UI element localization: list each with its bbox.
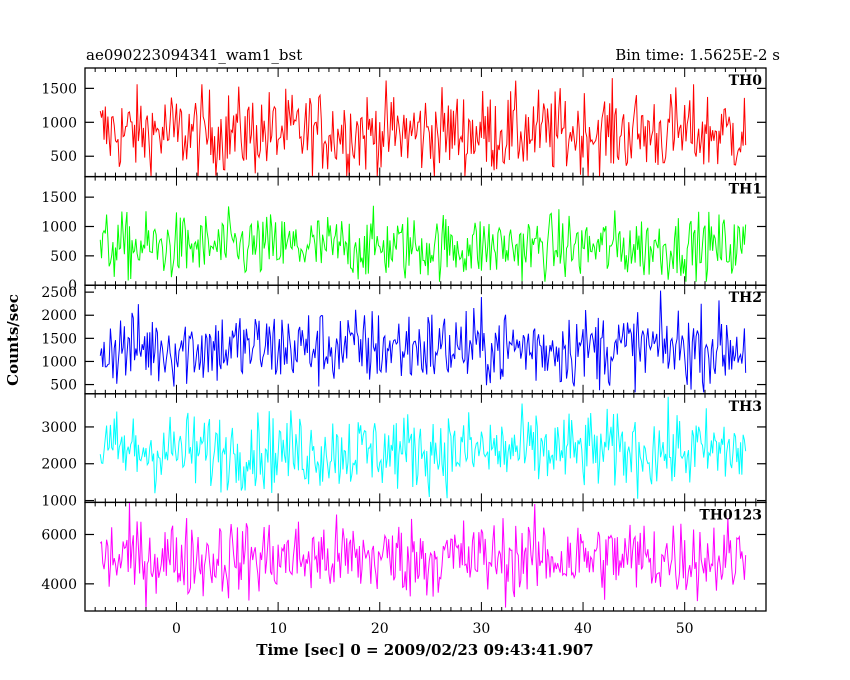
y-axis-label: Counts/sec [4,294,22,386]
panel-th3: 1000 2000 3000 TH3 [41,393,767,510]
x-tick-label: 40 [574,621,592,637]
panel-th0123: 4000 6000 TH0123 [41,501,767,612]
y-tick-label: 1000 [41,115,77,131]
y-tick-label: 1000 [41,354,77,370]
panel-frame [84,67,767,178]
chart-title: ae090223094341_wam1_bst [86,46,302,64]
panel-label: TH2 [729,290,762,306]
panel-th0: 500 1000 1500 TH0 [41,67,767,178]
series-th0123-line [99,502,747,610]
panel-label: TH3 [729,399,762,415]
y-tick-label: 500 [50,249,77,265]
x-tick-label: 10 [269,621,287,637]
panel-frame [84,175,767,286]
y-tick-label: 500 [50,378,77,394]
y-tick-label: 1500 [41,190,77,206]
x-tick-label: 50 [676,621,694,637]
x-tick-label: 0 [172,621,181,637]
x-axis: 0 10 20 30 40 50 [84,68,767,637]
bin-time-label: Bin time: 1.5625E-2 s [615,46,780,64]
panel-label: TH1 [729,182,762,198]
panel-label: TH0123 [699,507,762,523]
series-th1-line [99,205,747,282]
series-th3-line [99,396,747,499]
y-tick-label: 1500 [41,81,77,97]
panel-label: TH0 [729,73,763,89]
y-tick-label: 500 [50,149,77,165]
y-tick-label: 6000 [41,527,77,543]
x-axis-label: Time [sec] 0 = 2009/02/23 09:43:41.907 [256,641,593,659]
panel-th2: 500 1000 1500 2000 2500 TH2 [41,284,767,395]
y-tick-label: 2000 [41,457,77,473]
panel-frame [84,501,767,612]
y-tick-label: 1000 [41,219,77,235]
x-tick-label: 20 [371,621,389,637]
y-tick-label: 4000 [41,577,77,593]
y-tick-label: 3000 [41,420,77,436]
panels: 500 1000 1500 TH0 0 500 1000 1500 TH1 500 1000 1500… [41,67,767,612]
panel-th1: 0 500 1000 1500 TH1 [41,175,767,294]
y-tick-label: 0 [68,278,77,294]
series-th2-line [99,290,747,393]
y-tick-label: 1000 [41,494,77,510]
y-tick-label: 2500 [41,285,77,301]
y-tick-label: 2000 [41,308,77,324]
y-tick-label: 1500 [41,331,77,347]
x-tick-label: 30 [472,621,490,637]
series-th0-line [99,78,747,177]
